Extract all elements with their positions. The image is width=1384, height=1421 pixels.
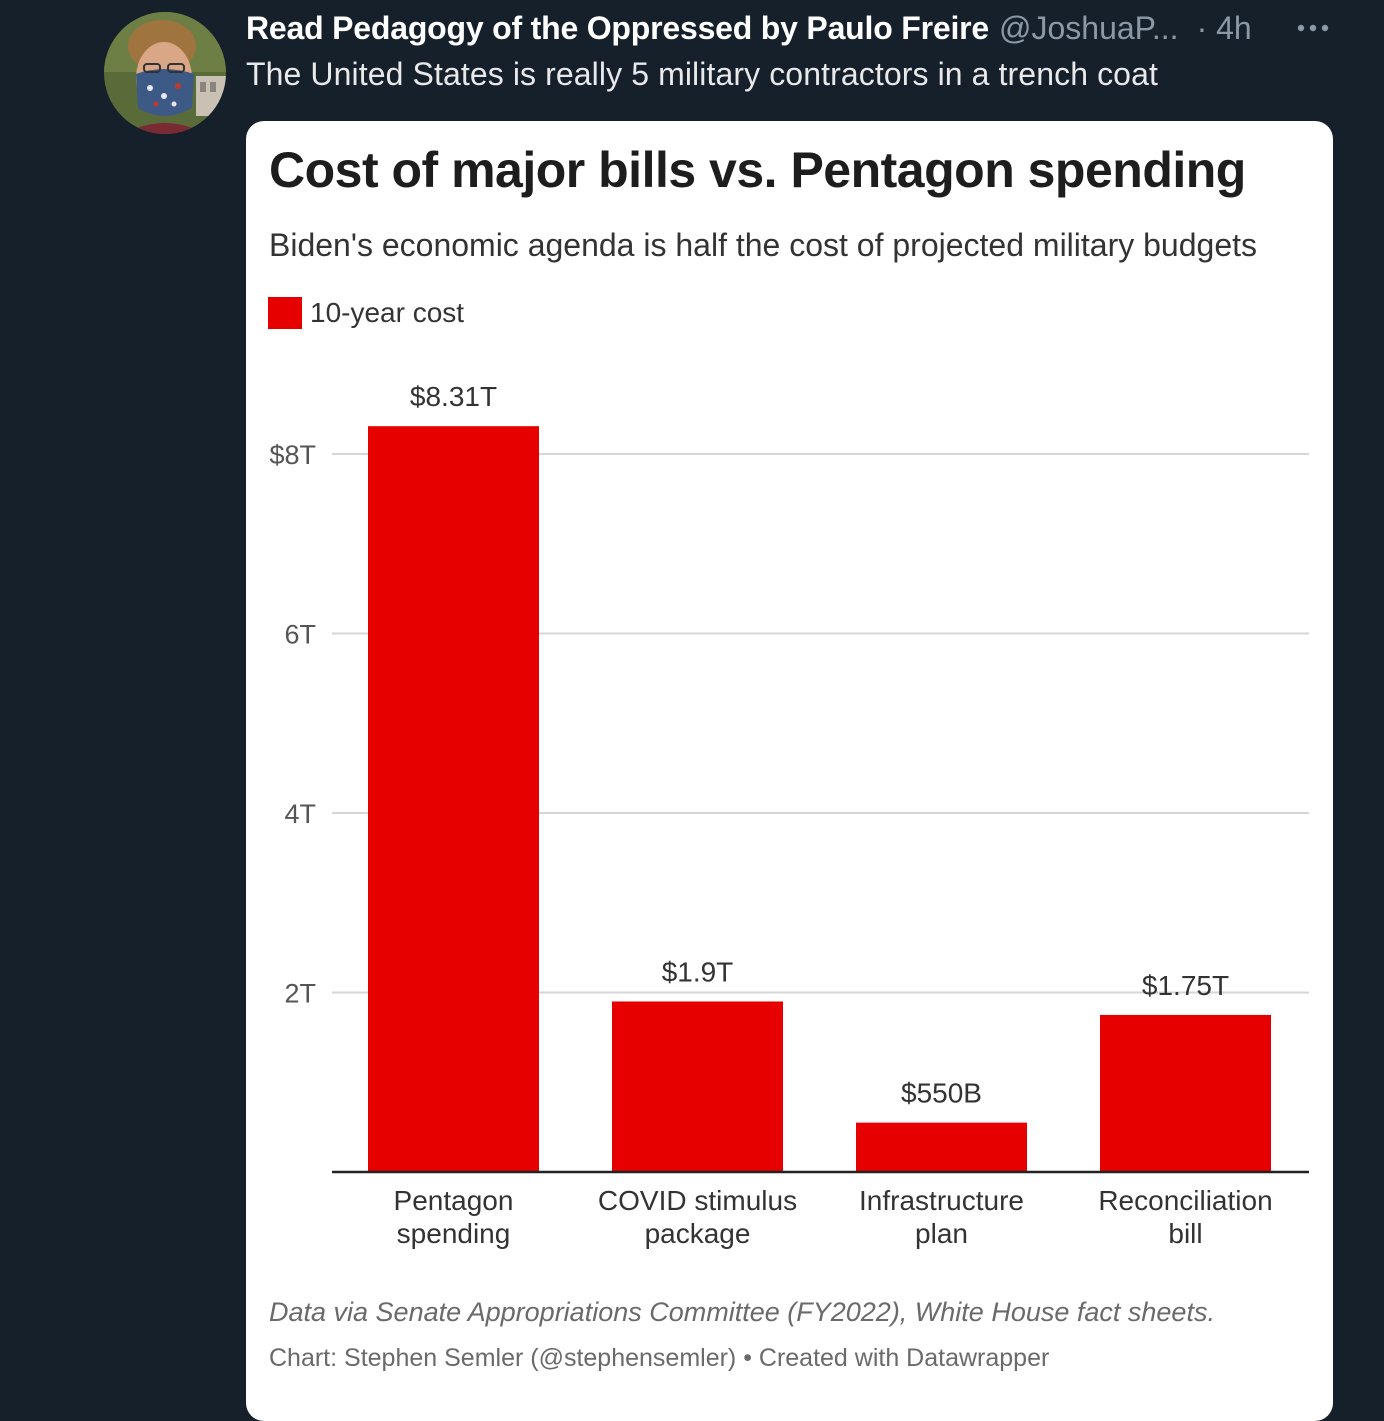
y-tick-label: 4T	[284, 799, 316, 829]
legend-label: 10-year cost	[310, 297, 465, 328]
x-tick-label: package	[645, 1218, 751, 1249]
tweet-media-chart[interactable]: 2T 4T 6T $8T $8.31T Pentagon spending $1.9T COVI…	[246, 121, 1333, 1421]
x-tick-label: Pentagon	[394, 1185, 514, 1216]
tweet-header: Read Pedagogy of the Oppressed by Paulo …	[246, 8, 1346, 48]
x-tick-label: Infrastructure	[859, 1185, 1024, 1216]
bar	[612, 1001, 783, 1172]
bar	[368, 426, 539, 1172]
chart-legend: 10-year cost	[268, 297, 464, 329]
bar-value-label: $550B	[901, 1078, 982, 1109]
bar-value-label: $1.9T	[662, 956, 734, 987]
avatar-photo	[104, 12, 226, 134]
x-tick-label: Reconciliation	[1098, 1185, 1272, 1216]
chart-title: Cost of major bills vs. Pentagon spendin…	[269, 142, 1246, 198]
x-tick-label: COVID stimulus	[598, 1185, 797, 1216]
y-tick-label: $8T	[269, 440, 316, 470]
tweet-text: The United States is really 5 military c…	[246, 56, 1158, 92]
more-horizontal-icon[interactable]	[1296, 8, 1330, 48]
x-tick-label: plan	[915, 1218, 968, 1249]
chart-subtitle: Biden's economic agenda is half the cost…	[269, 227, 1257, 263]
bar	[856, 1122, 1027, 1172]
chart-byline: Chart: Stephen Semler (@stephensemler) •…	[269, 1344, 1050, 1372]
tweet-timestamp[interactable]: · 4h	[1196, 9, 1252, 46]
bar-value-label: $1.75T	[1142, 970, 1229, 1001]
y-tick-label: 6T	[284, 620, 316, 650]
bar-value-label: $8.31T	[410, 381, 497, 412]
bar	[1100, 1014, 1271, 1172]
x-tick-label: bill	[1168, 1218, 1202, 1249]
user-handle[interactable]: @JoshuaP...	[999, 9, 1179, 46]
x-tick-label: spending	[397, 1218, 511, 1249]
legend-swatch	[268, 297, 302, 329]
y-tick-label: 2T	[284, 979, 316, 1009]
avatar[interactable]	[104, 12, 226, 134]
display-name[interactable]: Read Pedagogy of the Oppressed by Paulo …	[246, 9, 989, 46]
chart-notes: Data via Senate Appropriations Committee…	[269, 1297, 1215, 1327]
